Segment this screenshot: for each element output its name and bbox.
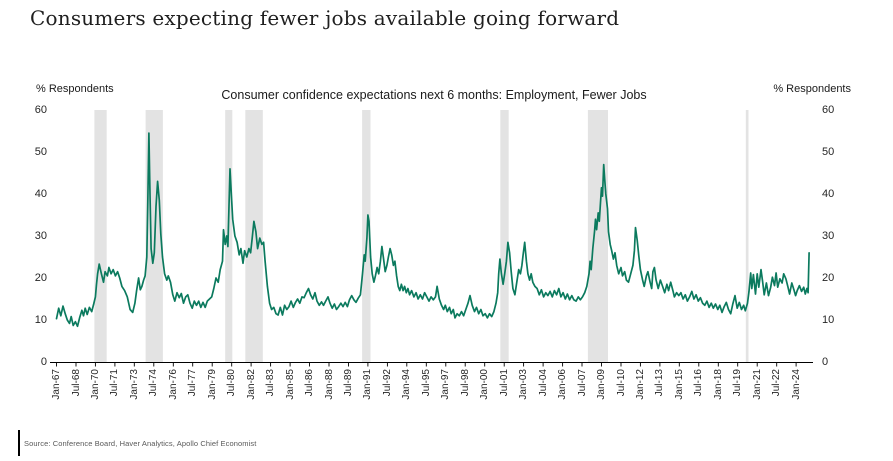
x-tick-label: Jul-71 <box>109 369 121 397</box>
x-tick-label: Jan-79 <box>206 369 218 400</box>
x-tick-label: Jan-09 <box>596 369 607 400</box>
x-tick-label: Jul-80 <box>226 369 238 397</box>
x-tick-label: Jan-18 <box>712 369 724 400</box>
y-tick-label-left: 30 <box>34 229 47 242</box>
left-axis-unit-label: % Respondents <box>36 83 114 95</box>
x-tick-label: Jan-91 <box>362 369 374 400</box>
y-tick-label-right: 10 <box>822 313 835 326</box>
x-tick-label: Jul-01 <box>498 369 510 397</box>
recession-band <box>745 110 749 362</box>
y-tick-label-left: 0 <box>40 355 47 368</box>
x-tick-label: Jul-77 <box>187 369 199 397</box>
x-tick-label: Jan-85 <box>284 369 296 400</box>
x-tick-label: Jan-15 <box>673 369 685 400</box>
x-tick-label: Jul-04 <box>537 369 549 397</box>
x-tick-label: Jul-89 <box>343 369 354 397</box>
x-tick-label: Jul-98 <box>459 369 471 397</box>
y-tick-label-right: 40 <box>822 187 835 200</box>
source-divider-bar <box>18 430 20 456</box>
x-tick-label: Jan-94 <box>401 369 413 400</box>
x-tick-label: Jan-73 <box>128 369 140 400</box>
x-tick-label: Jan-24 <box>790 369 802 400</box>
page-title: Consumers expecting fewer jobs available… <box>30 6 620 30</box>
y-tick-label-left: 20 <box>34 271 47 284</box>
x-tick-label: Jan-21 <box>751 369 763 400</box>
y-tick-label-left: 10 <box>34 313 47 326</box>
x-tick-label: Jan-97 <box>440 369 452 400</box>
x-tick-label: Jan-03 <box>518 369 530 400</box>
x-tick-label: Jan-67 <box>51 369 62 400</box>
x-tick-label: Jul-68 <box>70 369 82 397</box>
x-tick-label: Jul-16 <box>693 369 705 397</box>
y-tick-label-right: 20 <box>822 271 835 284</box>
x-tick-label: Jul-95 <box>420 369 432 397</box>
x-tick-label: Jan-70 <box>89 369 101 400</box>
y-tick-label-right: 0 <box>822 355 829 368</box>
x-tick-label: Jul-83 <box>265 369 277 397</box>
right-axis-unit-label: % Respondents <box>773 83 851 95</box>
x-axis-group <box>50 362 813 367</box>
recession-band <box>587 110 608 362</box>
y-tick-label-right: 50 <box>822 145 835 158</box>
y-tick-label-right: 30 <box>822 229 835 242</box>
y-tick-label-left: 40 <box>34 187 47 200</box>
source-text: Source: Conference Board, Haver Analytic… <box>24 438 257 448</box>
recession-band <box>500 110 509 362</box>
x-tick-label: Jan-82 <box>245 369 257 400</box>
source-note: Source: Conference Board, Haver Analytic… <box>18 430 256 456</box>
x-tick-label: Jul-19 <box>732 369 744 397</box>
consumer-confidence-line <box>55 132 810 328</box>
recession-bands-group <box>94 110 749 362</box>
x-tick-label: Jan-12 <box>634 369 646 400</box>
x-tick-label: Jul-22 <box>771 369 783 397</box>
x-tick-label: Jul-13 <box>654 369 666 397</box>
recession-band <box>245 110 263 362</box>
x-tick-label: Jan-06 <box>557 369 569 400</box>
y-tick-label-left: 60 <box>34 103 47 116</box>
y-tick-label-right: 60 <box>822 103 835 116</box>
x-tick-label: Jul-07 <box>576 369 588 397</box>
y-tick-label-left: 50 <box>34 145 47 158</box>
x-tick-label: Jul-10 <box>615 369 627 397</box>
x-tick-label: Jul-92 <box>381 369 393 397</box>
x-tick-label: Jan-88 <box>323 369 335 400</box>
x-tick-label: Jan-00 <box>479 369 491 400</box>
x-tick-label: Jul-74 <box>148 369 160 397</box>
x-tick-label: Jul-86 <box>304 369 315 397</box>
chart-title: Consumer confidence expectations next 6 … <box>221 88 647 102</box>
x-tick-label: Jan-76 <box>167 369 179 400</box>
data-line-group <box>55 132 810 328</box>
recession-band <box>94 110 107 362</box>
